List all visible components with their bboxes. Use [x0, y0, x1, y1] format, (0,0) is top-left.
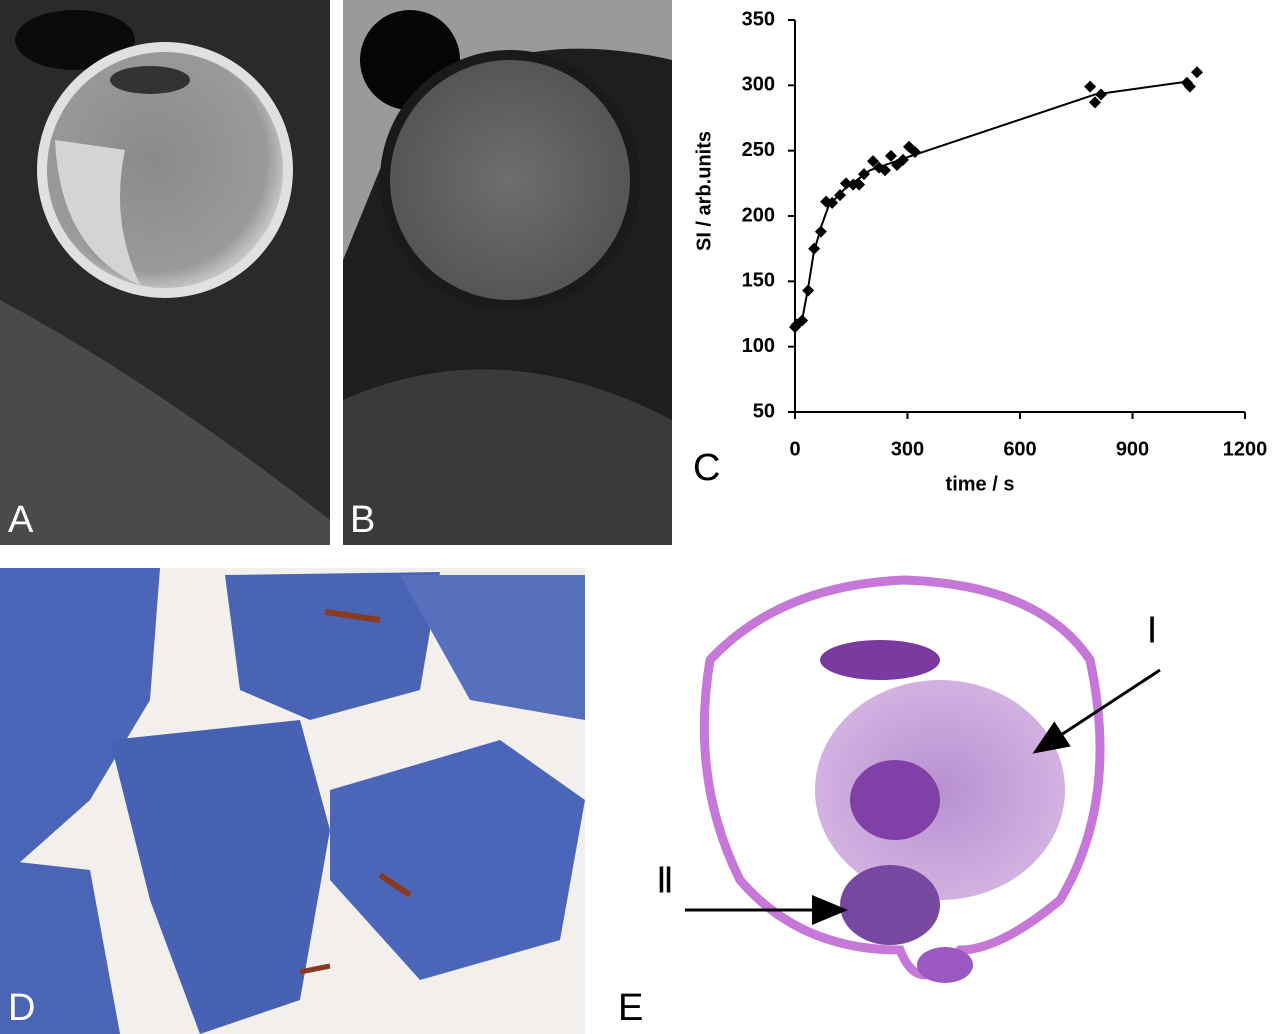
annotation: Ⅱ: [656, 860, 674, 900]
y-tick-label: 350: [742, 8, 775, 30]
data-point: [867, 155, 879, 168]
y-tick-label: 300: [742, 74, 775, 96]
fit-line: [794, 80, 1189, 328]
data-point: [1183, 80, 1196, 93]
y-tick-label: 250: [742, 139, 775, 161]
data-point: [1191, 66, 1203, 79]
panel-label: E: [618, 987, 643, 1029]
x-tick-label: 600: [1003, 438, 1036, 460]
panel-label: C: [693, 447, 720, 489]
y-axis-label: SI / arb.units: [693, 131, 715, 251]
chart: 50 100 150 200 250 300 350 0 300 600 900 1200 time /…: [693, 8, 1267, 495]
data-point: [1084, 80, 1097, 93]
panel-label: A: [8, 499, 34, 541]
x-tick-label: 300: [891, 438, 924, 460]
y-tick-label: 100: [742, 335, 775, 357]
annotation: Ⅰ: [1147, 610, 1158, 650]
panel-label: D: [8, 987, 35, 1029]
x-tick-label: 0: [789, 438, 800, 460]
panel-label: B: [350, 499, 375, 541]
x-axis-label: time / s: [946, 473, 1015, 495]
panel-d-image: [0, 568, 585, 1034]
y-tick-label: 50: [753, 400, 775, 422]
x-tick-label: 1200: [1223, 438, 1268, 460]
data-point: [1089, 96, 1101, 109]
data-point: [885, 149, 897, 162]
panel-b-image: [343, 0, 672, 545]
panel-a-image: [0, 0, 330, 545]
data-point: [879, 164, 891, 177]
y-tick-label: 150: [742, 270, 775, 292]
y-tick-label: 200: [742, 204, 775, 226]
x-tick-label: 900: [1116, 438, 1149, 460]
panel-e-image: Ⅰ Ⅱ: [600, 568, 1280, 1034]
